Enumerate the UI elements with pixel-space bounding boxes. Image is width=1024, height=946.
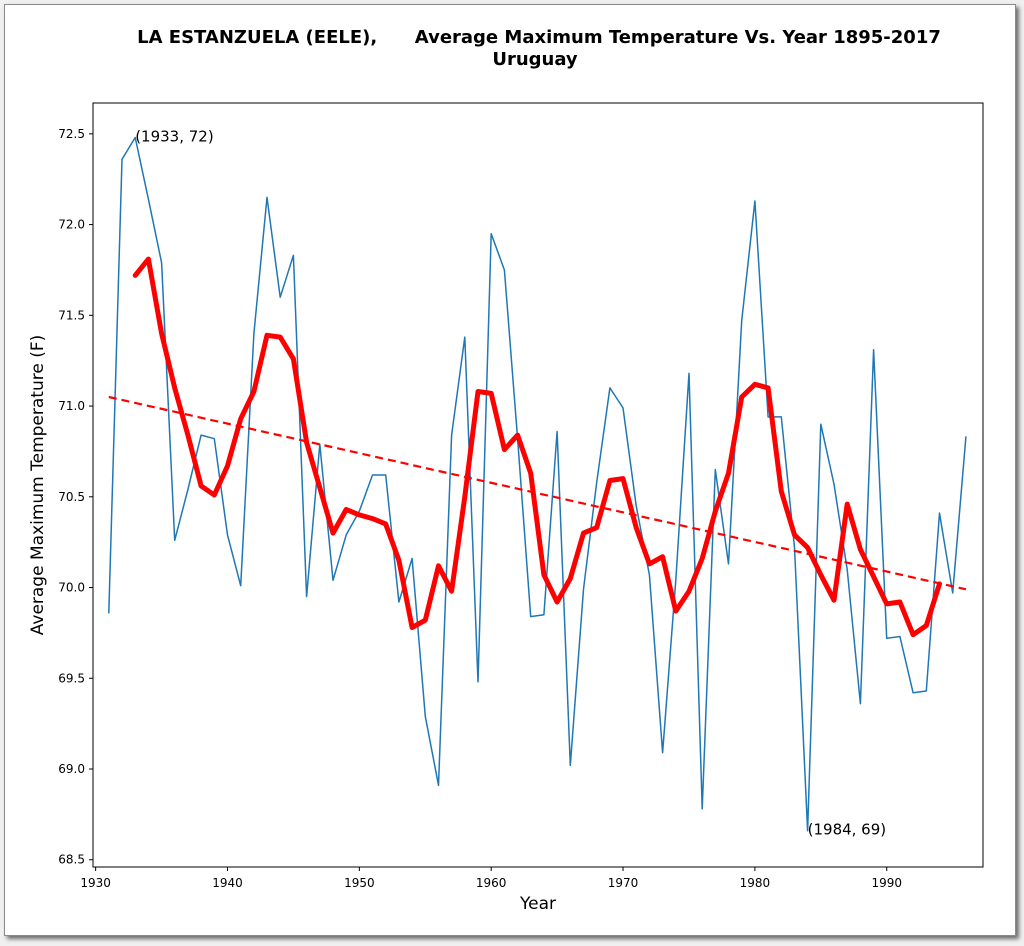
y-tick-label: 68.5	[58, 853, 85, 867]
series-layer	[108, 136, 967, 832]
y-axis-ticks: 68.5 69.0 69.5 70.0 70.5 71.0 71.5 72.0 72.5	[58, 127, 93, 867]
chart-title: LA ESTANZUELA (EELE), Average Maximum Te…	[137, 27, 941, 48]
x-tick-label: 1960	[476, 876, 507, 890]
y-tick-label: 69.0	[58, 762, 85, 776]
y-tick-label: 72.5	[58, 127, 85, 141]
point-annotation: (1984, 69)	[808, 821, 887, 839]
y-tick-label: 70.5	[58, 490, 85, 504]
figure-frame: LA ESTANZUELA (EELE), Average Maximum Te…	[4, 4, 1016, 936]
y-tick-label: 69.5	[58, 671, 85, 685]
temperature-line	[108, 136, 967, 832]
y-tick-label: 71.0	[58, 399, 85, 413]
x-tick-label: 1930	[80, 876, 111, 890]
y-tick-label: 72.0	[58, 218, 85, 232]
x-axis-label: Year	[519, 894, 556, 914]
chart: LA ESTANZUELA (EELE), Average Maximum Te…	[28, 27, 984, 914]
x-tick-label: 1990	[871, 876, 902, 890]
y-tick-label: 70.0	[58, 581, 85, 595]
x-tick-label: 1940	[212, 876, 243, 890]
x-axis-ticks: 1930 1940 1950 1960 1970 1980 1990	[80, 867, 902, 890]
y-tick-label: 71.5	[58, 308, 85, 322]
smoothed-average-line	[132, 256, 942, 638]
trend-line	[108, 395, 967, 591]
annotation-layer: (1933, 72) (1984, 69)	[135, 127, 886, 838]
x-tick-label: 1970	[608, 876, 639, 890]
chart-subtitle: Uruguay	[492, 49, 578, 70]
x-tick-label: 1950	[344, 876, 375, 890]
x-tick-label: 1980	[740, 876, 771, 890]
plot-area	[92, 102, 984, 868]
point-annotation: (1933, 72)	[135, 127, 214, 145]
y-axis-label: Average Maximum Temperature (F)	[28, 335, 48, 636]
